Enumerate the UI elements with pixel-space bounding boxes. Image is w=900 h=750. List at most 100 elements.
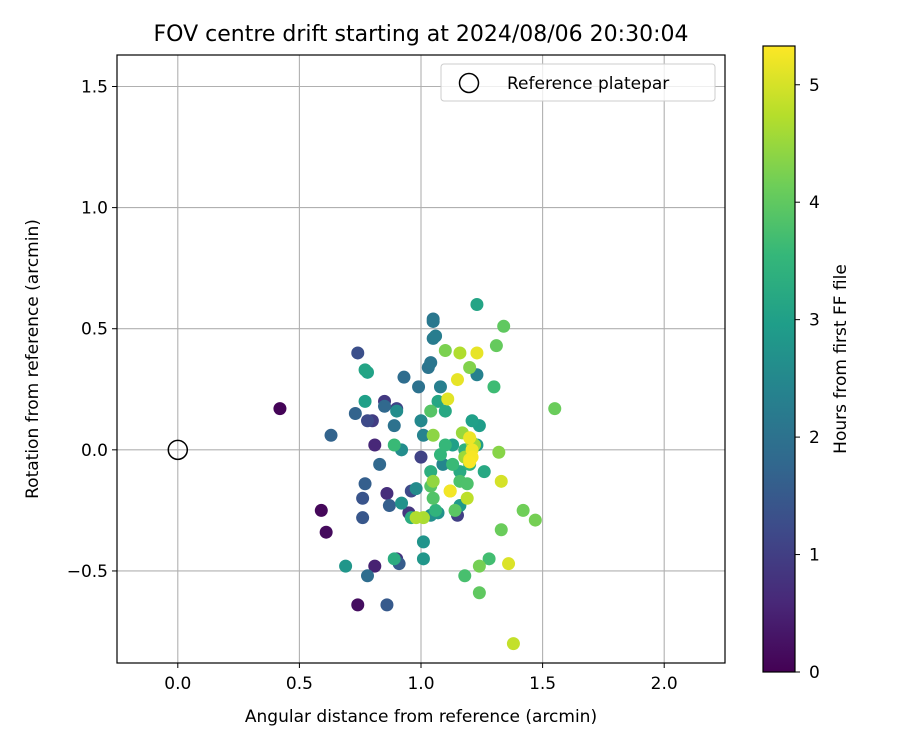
chart-title: FOV centre drift starting at 2024/08/06 …: [154, 22, 689, 47]
data-point: [356, 491, 370, 505]
data-point: [460, 491, 474, 505]
data-point: [324, 428, 338, 442]
data-point: [424, 356, 438, 370]
data-point: [414, 414, 428, 428]
colorbar: 0 1 2 3 4 5 Hours from first FF file: [762, 45, 851, 683]
data-point: [489, 339, 503, 353]
data-point: [426, 428, 440, 442]
data-point: [492, 445, 506, 459]
colorbar-gradient: [762, 45, 796, 673]
data-point: [358, 477, 372, 491]
data-point: [502, 557, 516, 571]
data-point: [351, 346, 365, 360]
legend-box: [440, 63, 716, 102]
data-point: [463, 360, 477, 374]
data-point: [380, 598, 394, 612]
data-point: [465, 414, 479, 428]
x-tick-label: 2.0: [651, 674, 678, 694]
data-point: [431, 394, 445, 408]
data-point: [477, 465, 491, 479]
data-point: [416, 552, 430, 566]
data-point: [472, 586, 486, 600]
data-point: [426, 474, 440, 488]
data-point: [390, 404, 404, 418]
x-tick-label: 1.0: [407, 674, 434, 694]
data-point: [438, 344, 452, 358]
y-tick-label: 1.0: [81, 199, 108, 219]
data-point: [416, 428, 430, 442]
data-point: [387, 438, 401, 452]
data-point: [351, 598, 365, 612]
data-point: [426, 491, 440, 505]
y-tick-label: −0.5: [67, 562, 108, 582]
y-tick-label: 1.5: [81, 77, 108, 97]
data-point: [463, 455, 477, 469]
colorbar-tick-label: 0: [809, 663, 820, 683]
data-point: [453, 346, 467, 360]
colorbar-ticks: 0 1 2 3 4 5: [795, 76, 820, 683]
x-axis-ticks: 0.0 0.5 1.0 1.5 2.0: [164, 663, 678, 694]
colorbar-tick-label: 2: [809, 428, 820, 448]
colorbar-tick-label: 4: [809, 193, 820, 213]
data-point: [516, 503, 530, 517]
data-point: [360, 569, 374, 583]
data-point: [339, 559, 353, 573]
data-point: [497, 319, 511, 333]
data-point: [368, 559, 382, 573]
data-point: [482, 552, 496, 566]
data-point: [472, 559, 486, 573]
data-point: [429, 329, 443, 343]
data-point: [450, 373, 464, 387]
data-point: [463, 431, 477, 445]
data-point: [380, 486, 394, 500]
data-point: [314, 503, 328, 517]
legend-marker: [458, 72, 480, 94]
data-point: [358, 394, 372, 408]
data-point: [470, 297, 484, 311]
data-point: [395, 496, 409, 510]
x-axis-label: Angular distance from reference (arcmin): [245, 707, 597, 727]
data-point: [448, 503, 462, 517]
data-point: [494, 474, 508, 488]
data-point: [368, 438, 382, 452]
data-point: [387, 552, 401, 566]
colorbar-tick-label: 3: [809, 311, 820, 331]
data-point: [443, 484, 457, 498]
data-point: [528, 513, 542, 527]
data-point: [460, 477, 474, 491]
data-point: [409, 482, 423, 496]
data-point: [319, 525, 333, 539]
legend-entry-reference-platepar: Reference platepar: [507, 74, 669, 94]
data-point: [433, 380, 447, 394]
legend: Reference platepar: [440, 63, 716, 102]
colorbar-tick-label: 5: [809, 76, 820, 96]
data-point: [494, 523, 508, 537]
data-point: [416, 535, 430, 549]
data-point: [348, 407, 362, 421]
data-point: [426, 314, 440, 328]
data-point: [387, 419, 401, 433]
x-tick-label: 0.0: [164, 674, 191, 694]
y-tick-label: 0.0: [81, 441, 108, 461]
data-point: [506, 637, 520, 651]
grid-lines: [117, 55, 725, 663]
data-point: [470, 346, 484, 360]
data-point: [414, 450, 428, 464]
data-point: [429, 503, 443, 517]
data-point: [360, 414, 374, 428]
data-point: [273, 402, 287, 416]
data-point: [397, 370, 411, 384]
data-point: [458, 569, 472, 583]
data-point: [438, 404, 452, 418]
data-point: [373, 457, 387, 471]
data-points: [273, 297, 562, 651]
y-axis-ticks: −0.5 0.0 0.5 1.0 1.5: [67, 77, 117, 582]
data-point: [438, 438, 452, 452]
reference-point: [167, 439, 189, 461]
data-point: [548, 402, 562, 416]
data-point: [446, 457, 460, 471]
reference-platepar-marker: [167, 439, 189, 461]
x-tick-label: 0.5: [286, 674, 313, 694]
data-point: [433, 448, 447, 462]
